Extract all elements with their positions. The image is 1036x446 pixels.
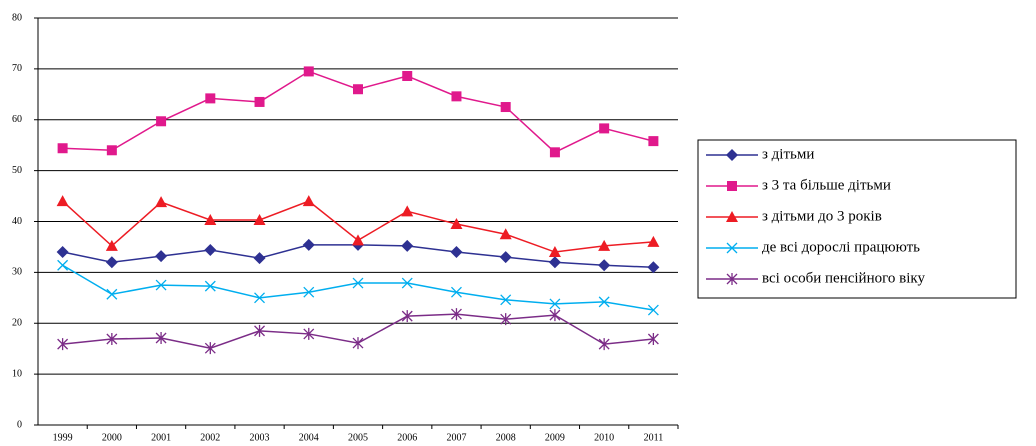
y-tick-label: 50 xyxy=(12,165,22,176)
legend-label: з дітьми xyxy=(762,146,814,162)
series-line xyxy=(62,70,654,154)
data-point xyxy=(254,292,265,304)
data-point xyxy=(253,213,266,225)
data-point xyxy=(106,288,118,300)
data-point xyxy=(598,296,610,308)
data-point xyxy=(303,327,315,340)
legend-box xyxy=(697,139,1017,299)
data-point xyxy=(401,277,413,289)
data-point xyxy=(451,91,462,102)
data-point xyxy=(647,333,659,346)
data-point xyxy=(500,294,512,306)
data-point xyxy=(401,239,414,252)
data-point xyxy=(204,342,216,355)
data-point xyxy=(155,279,167,291)
data-point xyxy=(549,309,561,322)
data-point xyxy=(598,259,611,272)
data-point xyxy=(598,338,610,351)
y-tick-label: 0 xyxy=(17,419,22,430)
legend-marker xyxy=(727,181,737,191)
data-point xyxy=(598,239,611,251)
legend-label: де всі дорослі працюють xyxy=(762,239,920,255)
legend-label: всі особи пенсійного віку xyxy=(762,270,925,286)
x-tick-label: 2011 xyxy=(644,432,664,443)
data-point xyxy=(401,310,413,323)
legend-marker xyxy=(726,273,738,285)
data-point xyxy=(56,195,69,207)
data-point xyxy=(155,250,168,263)
data-point xyxy=(302,195,315,207)
y-tick-label: 70 xyxy=(12,63,22,74)
data-point xyxy=(254,96,265,107)
data-point xyxy=(451,286,462,298)
y-tick-label: 20 xyxy=(12,318,22,329)
data-point xyxy=(254,324,265,337)
data-point xyxy=(353,84,363,95)
data-point xyxy=(302,238,315,251)
data-point xyxy=(549,298,561,310)
data-point xyxy=(647,261,660,274)
data-point xyxy=(402,70,413,81)
y-tick-label: 30 xyxy=(12,267,22,278)
data-point xyxy=(499,228,512,240)
data-point xyxy=(500,102,511,113)
y-tick-label: 40 xyxy=(12,216,22,227)
x-tick-label: 2005 xyxy=(348,432,368,443)
data-point xyxy=(648,136,659,147)
data-point xyxy=(352,277,364,289)
data-point xyxy=(56,246,69,259)
x-tick-label: 2003 xyxy=(250,432,270,443)
data-point xyxy=(451,308,462,321)
data-point xyxy=(548,246,561,258)
data-point xyxy=(549,147,560,158)
legend-marker xyxy=(726,242,738,254)
data-point xyxy=(57,259,69,271)
data-point xyxy=(599,123,610,134)
x-tick-label: 1999 xyxy=(53,432,73,443)
data-point xyxy=(204,243,217,256)
data-point xyxy=(401,205,414,217)
data-point xyxy=(106,333,118,346)
data-point xyxy=(253,252,266,265)
data-point xyxy=(204,280,216,292)
x-tick-label: 2006 xyxy=(397,432,417,443)
data-point xyxy=(303,286,315,298)
data-point xyxy=(500,313,512,326)
data-point xyxy=(450,218,463,230)
data-point xyxy=(450,246,463,259)
y-tick-label: 60 xyxy=(12,114,22,125)
data-point xyxy=(105,239,118,251)
legend-marker xyxy=(726,211,738,222)
data-point xyxy=(548,256,561,269)
x-tick-label: 2001 xyxy=(151,432,171,443)
x-tick-label: 2000 xyxy=(102,432,122,443)
data-point xyxy=(352,337,364,350)
y-tick-label: 10 xyxy=(12,368,22,379)
data-point xyxy=(105,256,118,269)
y-tick-label: 80 xyxy=(12,12,22,23)
data-point xyxy=(155,332,167,345)
data-point xyxy=(303,66,314,77)
data-point xyxy=(205,93,216,104)
legend-label: з 3 та більше дітьми xyxy=(762,177,891,193)
data-point xyxy=(647,304,659,316)
x-tick-label: 2010 xyxy=(594,432,614,443)
legend-marker xyxy=(726,149,738,161)
x-tick-label: 2002 xyxy=(200,432,220,443)
x-tick-label: 2009 xyxy=(545,432,565,443)
data-point xyxy=(155,196,168,208)
x-tick-label: 2004 xyxy=(299,432,319,443)
x-tick-label: 2007 xyxy=(446,432,466,443)
data-point xyxy=(204,213,217,225)
data-point xyxy=(156,116,167,127)
legend-label: з дітьми до 3 років xyxy=(762,208,882,224)
data-point xyxy=(352,234,364,246)
data-point xyxy=(106,145,117,156)
data-point xyxy=(57,338,69,351)
data-point xyxy=(647,235,660,247)
data-point xyxy=(499,251,512,264)
data-point xyxy=(57,143,68,154)
x-tick-label: 2008 xyxy=(496,432,516,443)
